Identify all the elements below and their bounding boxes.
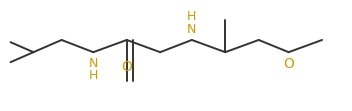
Text: H
N: H N xyxy=(187,10,196,36)
Text: N
H: N H xyxy=(89,57,98,82)
Text: O: O xyxy=(283,57,294,71)
Text: O: O xyxy=(121,60,132,74)
